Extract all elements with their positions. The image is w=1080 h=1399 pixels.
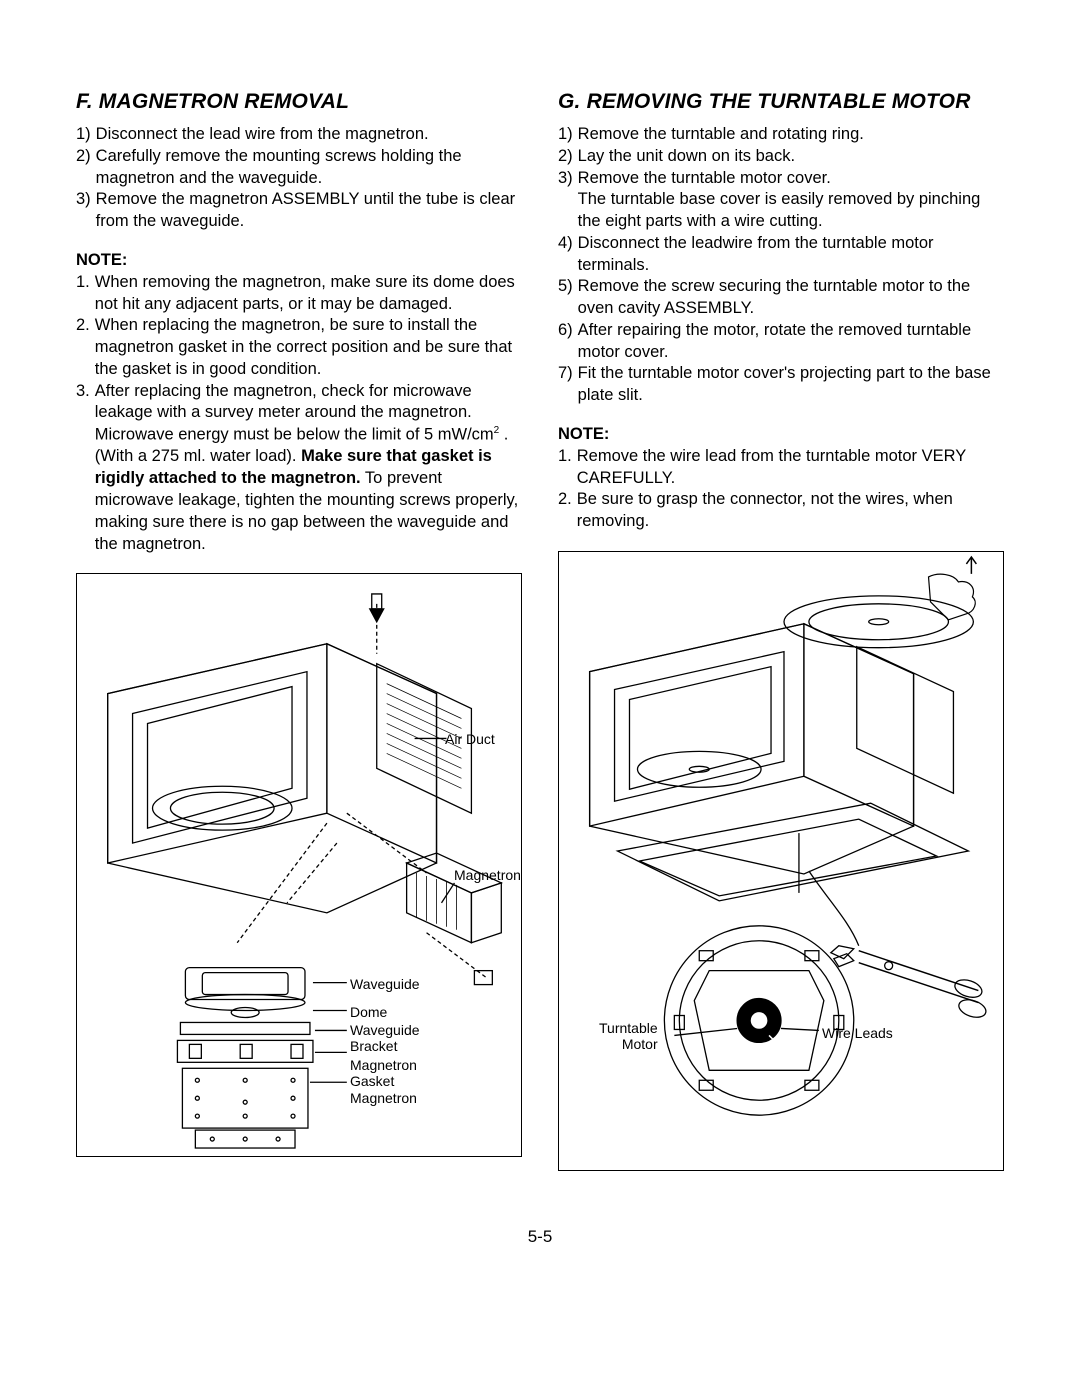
fig-label-line: Turntable	[599, 1020, 658, 1036]
note-num: 1.	[558, 446, 577, 490]
note-text: Remove the wire lead from the turntable …	[577, 446, 1004, 490]
right-column: G. REMOVING THE TURNTABLE MOTOR 1)Remove…	[558, 90, 1004, 1171]
note-heading: NOTE:	[558, 425, 1004, 444]
turntable-notes: 1.Remove the wire lead from the turntabl…	[558, 446, 1004, 533]
fig-label-air-duct: Air Duct	[445, 731, 495, 747]
fig-label-wire-leads: Wire Leads	[822, 1025, 893, 1041]
figure-magnetron: Air Duct Magnetron Waveguide Dome Wavegu…	[76, 573, 522, 1157]
note-num: 1.	[76, 272, 95, 316]
fig-label-line: Magnetron	[350, 1057, 417, 1073]
note: 2.Be sure to grasp the connector, not th…	[558, 489, 1004, 533]
fig-label-magnetron: Magnetron	[454, 867, 521, 883]
note: 1.Remove the wire lead from the turntabl…	[558, 446, 1004, 490]
note-text: After replacing the magnetron, check for…	[95, 381, 522, 556]
step: 3) Remove the turntable motor cover. The…	[558, 168, 1004, 233]
figure-magnetron-svg	[77, 574, 521, 1156]
note-heading: NOTE:	[76, 251, 522, 270]
fig-label-line: Gasket	[350, 1073, 394, 1089]
step-num: 6)	[558, 320, 578, 364]
step: 5)Remove the screw securing the turntabl…	[558, 276, 1004, 320]
left-column: F. MAGNETRON REMOVAL 1)Disconnect the le…	[76, 90, 522, 1171]
step-line: The turntable base cover is easily remov…	[578, 190, 981, 230]
section-heading-f: F. MAGNETRON REMOVAL	[76, 90, 522, 114]
step-text: After repairing the motor, rotate the re…	[578, 320, 1004, 364]
step: 7)Fit the turntable motor cover's projec…	[558, 363, 1004, 407]
turntable-steps: 1)Remove the turntable and rotating ring…	[558, 124, 1004, 407]
fig-label-magnetron-bottom: Magnetron	[350, 1090, 417, 1106]
step: 1)Disconnect the lead wire from the magn…	[76, 124, 522, 146]
fig-label-line: Waveguide	[350, 1022, 420, 1038]
magnetron-steps: 1)Disconnect the lead wire from the magn…	[76, 124, 522, 233]
step-text: Disconnect the leadwire from the turntab…	[578, 233, 1004, 277]
fig-label-waveguide-bracket: Waveguide Bracket	[350, 1022, 420, 1054]
step-text: Disconnect the lead wire from the magnet…	[96, 124, 522, 146]
note-pre: After replacing the magnetron, check for…	[95, 382, 494, 444]
section-heading-g: G. REMOVING THE TURNTABLE MOTOR	[558, 90, 1004, 114]
step-text: Remove the magnetron ASSEMBLY until the …	[96, 189, 522, 233]
step-num: 2)	[76, 146, 96, 190]
step-num: 3)	[558, 168, 578, 233]
step-text: Remove the turntable motor cover. The tu…	[578, 168, 1004, 233]
fig-label-dome: Dome	[350, 1004, 387, 1020]
step-num: 3)	[76, 189, 96, 233]
step-text: Fit the turntable motor cover's projecti…	[578, 363, 1004, 407]
page: F. MAGNETRON REMOVAL 1)Disconnect the le…	[0, 0, 1080, 1399]
fig-label-magnetron-gasket: Magnetron Gasket	[350, 1057, 417, 1089]
step-text: Lay the unit down on its back.	[578, 146, 1004, 168]
step-text: Remove the turntable and rotating ring.	[578, 124, 1004, 146]
page-number: 5-5	[0, 1227, 1080, 1247]
note-num: 3.	[76, 381, 95, 556]
step-text: Remove the screw securing the turntable …	[578, 276, 1004, 320]
note-text: When removing the magnetron, make sure i…	[95, 272, 522, 316]
step-num: 7)	[558, 363, 578, 407]
note-num: 2.	[76, 315, 95, 380]
step-num: 1)	[76, 124, 96, 146]
note: 2.When replacing the magnetron, be sure …	[76, 315, 522, 380]
step-line: Remove the turntable motor cover.	[578, 169, 831, 187]
figure-turntable-svg	[559, 552, 1003, 1170]
note: 1.When removing the magnetron, make sure…	[76, 272, 522, 316]
fig-label-turntable-motor: Turntable Motor	[599, 1020, 658, 1052]
note-text: Be sure to grasp the connector, not the …	[577, 489, 1004, 533]
fig-label-line: Motor	[622, 1036, 658, 1052]
step: 1)Remove the turntable and rotating ring…	[558, 124, 1004, 146]
fig-label-waveguide: Waveguide	[350, 976, 420, 992]
step: 3)Remove the magnetron ASSEMBLY until th…	[76, 189, 522, 233]
magnetron-notes: 1.When removing the magnetron, make sure…	[76, 272, 522, 555]
step-num: 5)	[558, 276, 578, 320]
fig-label-line: Bracket	[350, 1038, 397, 1054]
step: 6)After repairing the motor, rotate the …	[558, 320, 1004, 364]
note: 3. After replacing the magnetron, check …	[76, 381, 522, 556]
note-num: 2.	[558, 489, 577, 533]
step-text: Carefully remove the mounting screws hol…	[96, 146, 522, 190]
step: 2)Lay the unit down on its back.	[558, 146, 1004, 168]
step: 2)Carefully remove the mounting screws h…	[76, 146, 522, 190]
two-column-layout: F. MAGNETRON REMOVAL 1)Disconnect the le…	[76, 90, 1004, 1171]
step-num: 1)	[558, 124, 578, 146]
note-text: When replacing the magnetron, be sure to…	[95, 315, 522, 380]
step-num: 2)	[558, 146, 578, 168]
step: 4)Disconnect the leadwire from the turnt…	[558, 233, 1004, 277]
step-num: 4)	[558, 233, 578, 277]
figure-turntable: Turntable Motor Wire Leads	[558, 551, 1004, 1171]
